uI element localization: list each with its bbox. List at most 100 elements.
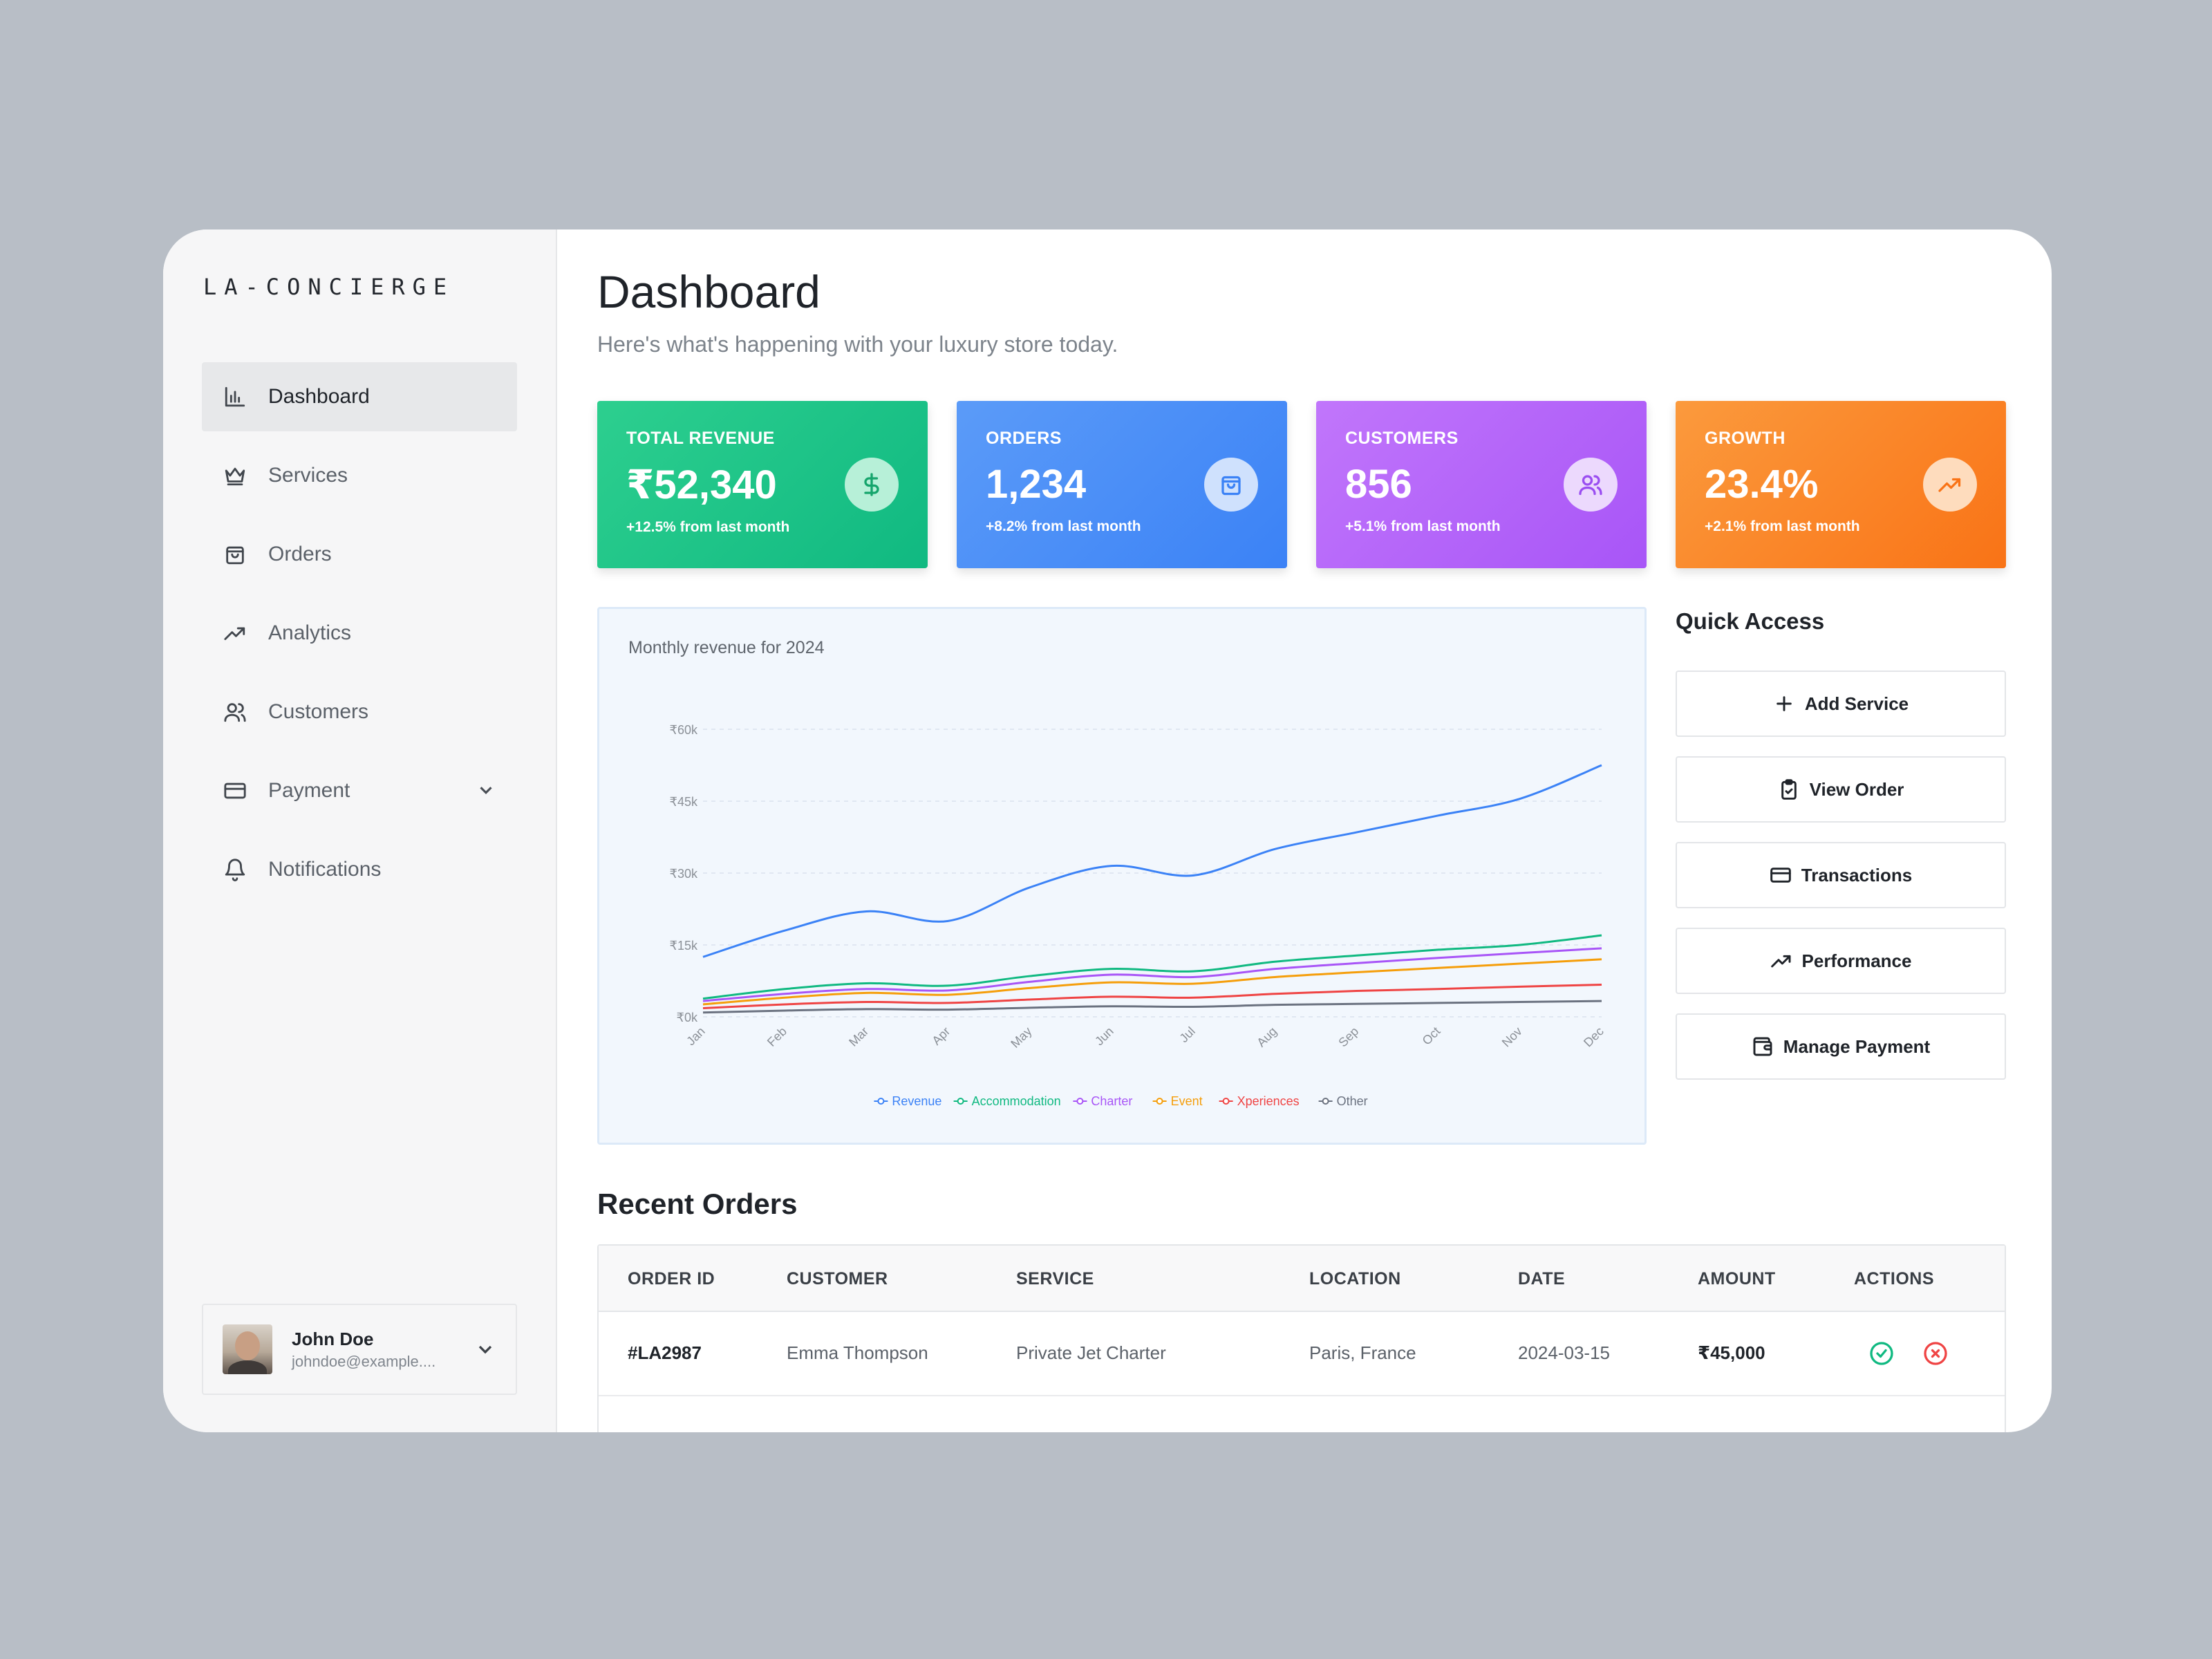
users-icon	[223, 700, 247, 724]
shopping-bag-icon	[1204, 458, 1258, 512]
sidebar-item-dashboard[interactable]: Dashboard	[202, 362, 517, 431]
sidebar-item-services[interactable]: Services	[202, 441, 517, 510]
button-label: Manage Payment	[1783, 1035, 1931, 1057]
stat-change: +2.1% from last month	[1705, 518, 1860, 534]
chevron-down-icon[interactable]	[474, 1338, 496, 1360]
app-window: LA-CONCIERGE Dashboard Services Orders A…	[163, 229, 2052, 1432]
x-tick-label: Mar	[846, 1024, 871, 1049]
y-tick-label: ₹60k	[670, 723, 698, 737]
stat-label: GROWTH	[1705, 429, 1785, 448]
stat-label: CUSTOMERS	[1345, 429, 1459, 448]
column-header: LOCATION	[1309, 1269, 1401, 1288]
x-tick-label: Nov	[1499, 1024, 1525, 1050]
performance-button[interactable]: Performance	[1676, 928, 2006, 994]
legend-label: Revenue	[892, 1094, 941, 1108]
table-row[interactable]	[599, 1396, 2005, 1432]
sidebar-item-label: Services	[268, 464, 348, 487]
stat-change: +8.2% from last month	[986, 518, 1141, 534]
add-service-button[interactable]: Add Service	[1676, 671, 2006, 737]
series-line-revenue	[702, 764, 1602, 958]
x-tick-label: Aug	[1254, 1024, 1280, 1050]
stat-value: 1,234	[986, 462, 1087, 507]
series-line-event	[702, 958, 1602, 1006]
page-title: Dashboard	[597, 266, 821, 317]
table-row[interactable]: #LA2987 Emma Thompson Private Jet Charte…	[599, 1312, 2005, 1396]
legend-marker-dot	[1322, 1098, 1329, 1105]
stat-change: +5.1% from last month	[1345, 518, 1501, 534]
main-content: Dashboard Here's what's happening with y…	[557, 229, 2052, 1432]
x-tick-label: Oct	[1420, 1024, 1443, 1048]
x-tick-label: Apr	[929, 1024, 953, 1048]
chevron-down-icon[interactable]	[476, 780, 496, 800]
user-profile-card[interactable]: John Doe johndoe@example....	[202, 1304, 517, 1395]
y-tick-label: ₹45k	[670, 795, 698, 809]
y-tick-label: ₹30k	[670, 867, 698, 881]
reject-x-icon[interactable]	[1923, 1341, 1948, 1366]
legend-marker-dot	[877, 1098, 885, 1105]
brand-logo: LA-CONCIERGE	[203, 274, 455, 300]
sidebar-item-customers[interactable]: Customers	[202, 677, 517, 747]
series-line-accommodation	[702, 934, 1602, 1000]
sidebar-item-label: Analytics	[268, 621, 352, 644]
sidebar-item-orders[interactable]: Orders	[202, 520, 517, 589]
clipboard-check-icon	[1778, 778, 1800, 800]
column-header: AMOUNT	[1698, 1269, 1776, 1288]
revenue-chart-card: Monthly revenue for 2024 ₹0k ₹15k ₹30k ₹45k…	[597, 607, 1647, 1145]
stat-card-orders: ORDERS 1,234 +8.2% from last month	[957, 401, 1287, 568]
sidebar-item-payment[interactable]: Payment	[202, 756, 517, 825]
sidebar-nav: Dashboard Services Orders Analytics Cust…	[202, 362, 517, 914]
stat-value: ₹52,340	[626, 462, 777, 507]
stat-value: 856	[1345, 462, 1412, 507]
x-tick-label: Jul	[1177, 1024, 1198, 1045]
service-name: Private Jet Charter	[1016, 1342, 1166, 1363]
column-header: CUSTOMER	[787, 1269, 888, 1288]
shopping-bag-icon	[223, 542, 247, 567]
transactions-button[interactable]: Transactions	[1676, 842, 2006, 908]
column-header: ACTIONS	[1854, 1269, 1934, 1288]
avatar	[223, 1324, 272, 1374]
sidebar-item-analytics[interactable]: Analytics	[202, 599, 517, 668]
page-subtitle: Here's what's happening with your luxury…	[597, 332, 1118, 357]
column-header: DATE	[1518, 1269, 1566, 1288]
sidebar-item-notifications[interactable]: Notifications	[202, 835, 517, 904]
approve-check-icon[interactable]	[1869, 1341, 1894, 1366]
x-tick-label: May	[1008, 1024, 1034, 1051]
stat-card-growth: GROWTH 23.4% +2.1% from last month	[1676, 401, 2006, 568]
trending-up-icon	[1770, 950, 1792, 972]
user-name: John Doe	[292, 1328, 374, 1349]
bell-icon	[223, 857, 247, 882]
revenue-line-chart: ₹0k ₹15k ₹30k ₹45k ₹60k Jan Feb Mar Apr May Jun Jul…	[670, 723, 1606, 1108]
trending-up-icon	[1923, 458, 1977, 512]
bar-chart-icon	[223, 384, 247, 409]
sidebar-item-label: Payment	[268, 779, 350, 802]
legend-label: Accommodation	[972, 1094, 1061, 1108]
recent-orders-title: Recent Orders	[597, 1188, 798, 1220]
sidebar-item-label: Customers	[268, 700, 369, 723]
recent-orders-table: ORDER ID CUSTOMER SERVICE LOCATION DATE …	[597, 1244, 2006, 1432]
legend-label: Charter	[1091, 1094, 1132, 1108]
stat-label: TOTAL REVENUE	[626, 429, 775, 448]
sidebar-item-label: Orders	[268, 543, 332, 565]
button-label: View Order	[1809, 778, 1904, 800]
sidebar: LA-CONCIERGE Dashboard Services Orders A…	[163, 229, 557, 1432]
stat-card-total-revenue: TOTAL REVENUE ₹52,340 +12.5% from last m…	[597, 401, 928, 568]
series-line-xperiences	[702, 984, 1602, 1010]
order-id: #LA2987	[628, 1342, 702, 1363]
chart-title: Monthly revenue for 2024	[628, 638, 825, 657]
legend-marker-dot	[1076, 1098, 1084, 1105]
users-icon	[1564, 458, 1618, 512]
location: Paris, France	[1309, 1342, 1416, 1363]
order-date: 2024-03-15	[1518, 1342, 1610, 1363]
legend-marker-dot	[957, 1098, 964, 1105]
stat-value: 23.4%	[1705, 462, 1819, 507]
manage-payment-button[interactable]: Manage Payment	[1676, 1013, 2006, 1080]
user-info: John Doe johndoe@example....	[292, 1329, 435, 1371]
view-order-button[interactable]: View Order	[1676, 756, 2006, 823]
button-label: Performance	[1801, 950, 1912, 971]
sidebar-item-label: Notifications	[268, 858, 382, 881]
legend-marker-dot	[1222, 1098, 1230, 1105]
credit-card-icon	[223, 778, 247, 803]
series-line-charter	[702, 947, 1602, 1002]
stat-label: ORDERS	[986, 429, 1062, 448]
customer-name: Emma Thompson	[787, 1342, 928, 1363]
